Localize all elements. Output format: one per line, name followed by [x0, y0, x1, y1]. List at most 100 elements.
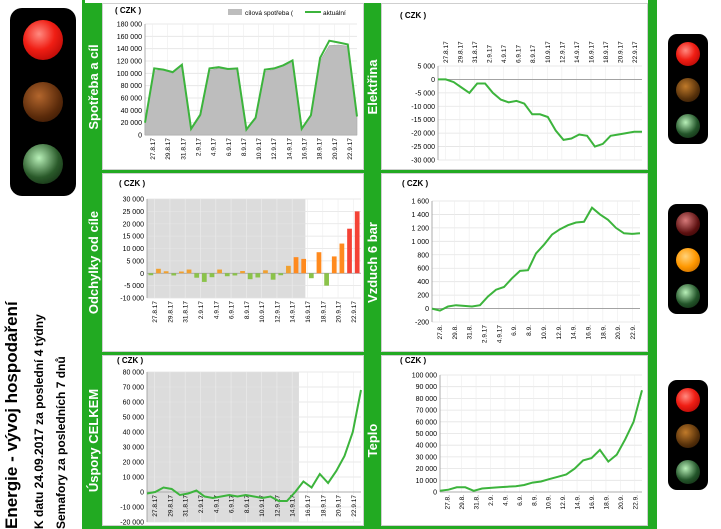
- band-elektrina: Elektřina: [364, 3, 381, 171]
- bar: [339, 243, 345, 274]
- unit-label: ( CZK ): [117, 356, 144, 365]
- amber-lamp-icon: [23, 82, 63, 122]
- green-lamp-icon: [676, 460, 700, 484]
- bar: [224, 273, 230, 277]
- x-tick-label: 31.8.: [474, 495, 481, 510]
- band-label-uspory: Úspory CELKEM: [86, 388, 101, 493]
- x-tick-label: 10.9.17: [259, 301, 266, 323]
- legend-label: cílová spotřeba (: [245, 10, 294, 17]
- series-line: [438, 78, 642, 148]
- y-tick-label: 0: [138, 133, 142, 140]
- x-tick-label: 31.8.17: [472, 41, 479, 63]
- x-tick-label: 8.9.17: [244, 495, 251, 513]
- y-tick-label: -20 000: [120, 520, 144, 527]
- x-tick-label: 6.9.: [511, 325, 518, 336]
- y-tick-label: 50 000: [416, 431, 438, 438]
- chart-teplo: 0 10 000 20 000 30 000 40 000 50 000 60 000 70 …: [412, 373, 643, 510]
- bar: [171, 273, 177, 276]
- red-lamp-icon: [23, 20, 63, 60]
- y-tick-label: 10 000: [123, 246, 145, 253]
- bar: [278, 273, 284, 276]
- x-tick-label: 29.8.17: [167, 301, 174, 323]
- y-tick-label: 20 000: [123, 221, 145, 228]
- frame-left-strip: [82, 0, 85, 529]
- y-tick-label: -5 000: [124, 283, 144, 290]
- y-tick-label: 100 000: [412, 373, 437, 380]
- x-tick-label: 6.9.17: [516, 45, 523, 63]
- legend-swatch-area: [228, 9, 242, 15]
- unit-label: ( CZK ): [400, 356, 427, 365]
- chart-panel-spotreba: ( CZK ) 0 20 000 40 000 60 000 80 000 100 000…: [102, 3, 364, 170]
- x-tick-label: 20.9.17: [336, 301, 343, 323]
- y-tick-label: 20 000: [416, 466, 438, 473]
- x-tick-label: 16.9.17: [305, 495, 312, 517]
- x-tick-label: 31.8.: [467, 325, 474, 340]
- x-tick-label: 16.9.: [589, 495, 596, 510]
- traffic-light-top-left: [10, 8, 76, 196]
- frame-bottom-strip: [82, 526, 657, 529]
- green-lamp-icon: [676, 114, 700, 138]
- page-subtitle: K datu 24.09.2017 za poslední 4 týdny: [32, 314, 46, 529]
- band-label-spotreba: Spotřeba a cíl: [86, 44, 101, 130]
- y-tick-label: 30 000: [123, 445, 145, 452]
- frame-row-divider-2: [82, 352, 657, 355]
- x-tick-label: 29.8.17: [165, 138, 172, 160]
- x-tick-label: 4.9.17: [501, 45, 508, 63]
- amber-lamp-icon: [676, 424, 700, 448]
- page-title: Energie - vývoj hospodaření: [2, 301, 21, 529]
- bar: [194, 273, 200, 278]
- x-tick-label: 10.9.17: [259, 495, 266, 517]
- x-tick-label: 4.9.17: [496, 325, 503, 343]
- x-tick-label: 27.8.17: [152, 495, 159, 517]
- chart-vzduch: -200 0 200 400 600 800 1 000 1 200 1 400 1 600 27.…: [411, 199, 641, 343]
- bar: [263, 270, 268, 274]
- x-tick-label: 31.8.17: [183, 495, 190, 517]
- bar: [247, 273, 253, 280]
- x-tick-label: 22.9.: [632, 495, 639, 510]
- x-tick-label: 18.9.: [600, 325, 607, 340]
- band-label-odchylky: Odchylky od cíle: [86, 210, 101, 315]
- bar: [148, 273, 154, 276]
- y-tick-label: 5 000: [126, 258, 144, 265]
- x-tick-label: 22.9.17: [351, 301, 358, 323]
- y-tick-label: 100 000: [117, 71, 142, 78]
- series-line: [146, 389, 362, 502]
- y-tick-label: 30 000: [416, 454, 438, 461]
- band-uspory: Úspory CELKEM: [85, 355, 102, 526]
- x-tick-label: 2.9.17: [487, 45, 494, 63]
- x-tick-label: 14.9.: [575, 495, 582, 510]
- red-lamp-icon: [676, 212, 700, 236]
- frame-right-strip: [648, 0, 657, 529]
- chart-panel-teplo: ( CZK ) 0 10 000 20 000 30 000 40 000 50 000 6…: [381, 355, 648, 526]
- series-line: [439, 389, 643, 492]
- x-tick-label: 8.9.17: [244, 301, 251, 319]
- x-tick-label: 14.9.17: [574, 41, 581, 63]
- x-tick-label: 27.8.: [445, 495, 452, 510]
- x-tick-label: 27.8.17: [443, 41, 450, 63]
- x-tick-label: 2.9.: [488, 495, 495, 506]
- y-tick-label: 5 000: [417, 64, 435, 71]
- y-tick-label: -30 000: [411, 158, 435, 165]
- bar: [179, 271, 184, 274]
- x-tick-label: 8.9.17: [241, 138, 248, 156]
- band-label-teplo: Teplo: [365, 423, 380, 458]
- x-tick-label: 4.9.17: [211, 138, 218, 156]
- bar: [347, 228, 352, 274]
- y-tick-label: 50 000: [123, 415, 145, 422]
- bar: [324, 273, 329, 286]
- x-tick-label: 20.9.17: [332, 138, 339, 160]
- x-tick-label: 27.8.: [437, 325, 444, 340]
- traffic-light-electricity: [668, 34, 708, 144]
- x-tick-label: 2.9.17: [482, 325, 489, 343]
- bar: [209, 273, 215, 278]
- x-tick-label: 18.9.17: [320, 495, 327, 517]
- unit-label: ( CZK ): [115, 6, 142, 15]
- x-tick-label: 16.9.: [586, 325, 593, 340]
- x-tick-label: 12.9.: [560, 495, 567, 510]
- band-spotreba: Spotřeba a cíl: [85, 3, 102, 171]
- y-tick-label: 60 000: [123, 400, 145, 407]
- x-tick-label: 6.9.17: [229, 495, 236, 513]
- y-tick-label: -20 000: [411, 131, 435, 138]
- x-tick-label: 20.9.17: [336, 495, 343, 517]
- x-tick-label: 31.8.17: [183, 301, 190, 323]
